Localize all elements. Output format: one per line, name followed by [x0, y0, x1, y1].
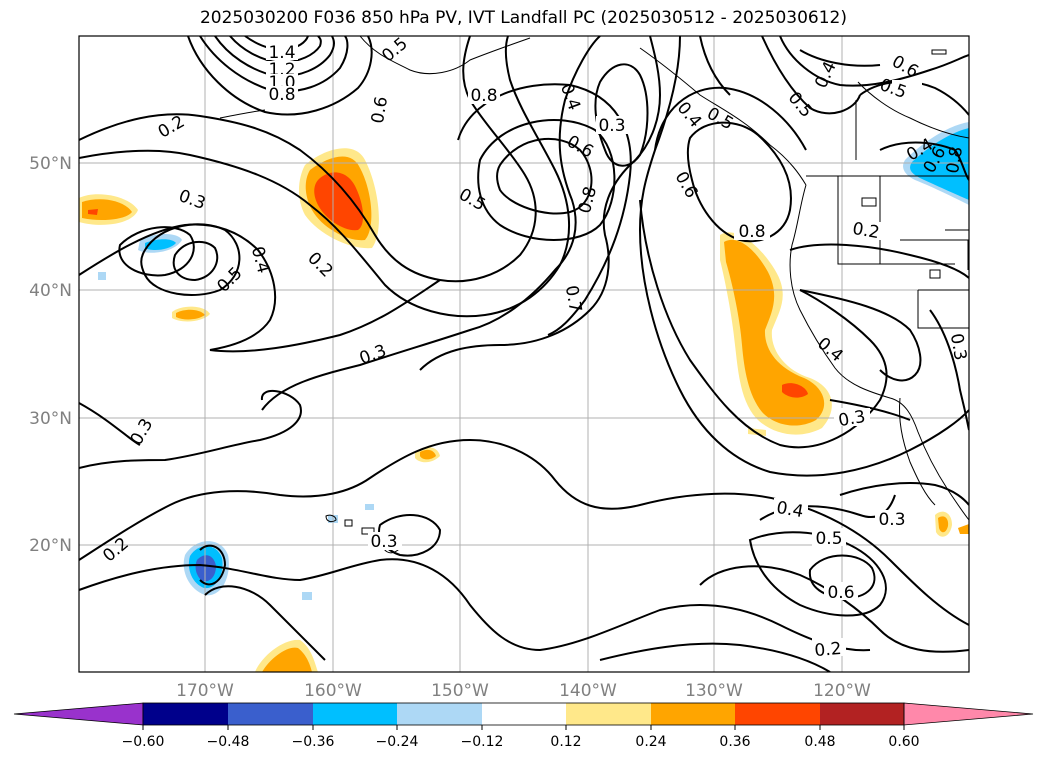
colorbar-segment: [566, 703, 651, 725]
contour-label: 0.5: [703, 104, 736, 135]
contour-label: 0.3: [370, 532, 397, 552]
colorbar-segment: [651, 703, 735, 725]
contour-label: 0.4: [556, 81, 584, 113]
contour-label: 0.3: [837, 407, 867, 431]
positive-anomaly-region: [82, 199, 132, 220]
negative-anomaly-region: [365, 504, 374, 510]
positive-anomaly-region: [782, 383, 808, 398]
contour-label: 0.3: [176, 186, 208, 214]
latitude-labels: 50°N 40°N 30°N 20°N: [29, 154, 72, 556]
positive-anomaly-region: [88, 209, 98, 215]
contour-label: 0.3: [878, 510, 905, 530]
colorbar-segment: [228, 703, 313, 725]
lat-label: 40°N: [29, 281, 72, 301]
positive-anomaly-region: [420, 449, 436, 460]
positive-anomaly-region: [176, 309, 205, 320]
contour-label: 0.2: [814, 639, 843, 661]
colorbar-tick-label: 0.36: [719, 734, 750, 750]
contour-label: 0.2: [303, 248, 336, 281]
lon-label: 170°W: [176, 681, 234, 701]
positive-anomaly-region: [958, 524, 969, 534]
positive-anomaly-region: [262, 647, 312, 672]
colorbar-tick-label: 0.24: [635, 734, 666, 750]
lon-label: 140°W: [559, 681, 617, 701]
colorbar-segment: [397, 703, 482, 725]
contour-label: 0.8: [268, 85, 295, 105]
gridlines: [79, 36, 969, 672]
shaded-field: [79, 122, 969, 672]
contour-label: 1.4: [268, 43, 295, 63]
contour-label: 0.4: [775, 498, 805, 522]
contour-label: 0.3: [946, 332, 970, 362]
colorbar-extend-min: [13, 702, 144, 726]
contour-label: 0.8: [575, 184, 601, 215]
colorbar-segment: [820, 703, 904, 725]
contour-label: 0.4: [247, 244, 273, 275]
contour-label: 0.5: [877, 75, 909, 103]
colorbar-segment: [313, 703, 397, 725]
positive-anomaly-region: [938, 516, 949, 533]
positive-anomaly-region: [314, 172, 364, 231]
contour-label: 0.3: [598, 116, 625, 136]
coastlines: [219, 36, 969, 554]
contour-lines: [79, 36, 969, 672]
map-frame: [78, 35, 970, 673]
colorbar-tick-label: −0.12: [461, 734, 504, 750]
contour-label: 0.3: [357, 341, 389, 369]
colorbar-tick-label: −0.24: [376, 734, 419, 750]
positive-anomaly-region: [724, 239, 825, 426]
contour-label: 0.2: [851, 219, 881, 243]
lat-label: 50°N: [29, 154, 72, 174]
contour-label: 0.5: [815, 529, 842, 549]
lon-label: 120°W: [813, 681, 871, 701]
colorbar-tick-label: 0.60: [888, 734, 919, 750]
negative-anomaly-region: [195, 555, 216, 582]
contour-label: 0.8: [738, 222, 765, 242]
negative-anomaly-region: [910, 128, 969, 200]
contour-label: 0.8: [470, 86, 497, 106]
negative-anomaly-region: [98, 272, 106, 280]
colorbar-tick-label: 0.12: [550, 734, 581, 750]
contour-label: 0.3: [127, 415, 158, 448]
colorbar-segment: [735, 703, 820, 725]
contour-label: 0.2: [155, 112, 188, 143]
contour-label: 0.8: [943, 145, 967, 175]
colorbar-segment: [482, 703, 566, 725]
contour-label: 0.5: [784, 88, 817, 122]
lon-label: 150°W: [431, 681, 489, 701]
contour-label: 0.2: [99, 534, 133, 567]
contour-label: 0.6: [368, 95, 392, 125]
lat-label: 20°N: [29, 536, 72, 556]
colorbar-tick-label: −0.48: [207, 734, 250, 750]
contour-label: 0.7: [561, 284, 585, 314]
colorbar-extend-max: [903, 702, 1034, 726]
lon-label: 160°W: [304, 681, 362, 701]
contour-label: 0.6: [563, 132, 596, 163]
contour-label: 0.6: [827, 583, 854, 603]
colorbar-tick-label: 0.48: [804, 734, 835, 750]
contour-label: 0.5: [378, 34, 412, 67]
colorbar-segment: [143, 703, 228, 725]
longitude-labels: 170°W 160°W 150°W 140°W 130°W 120°W: [176, 681, 871, 701]
negative-anomaly-region: [302, 592, 312, 600]
chart-title: 2025030200 F036 850 hPa PV, IVT Landfall…: [199, 8, 847, 28]
negative-anomaly-region: [145, 239, 176, 251]
colorbar: −0.60 −0.48 −0.36 −0.24 −0.12 0.12 0.24 …: [13, 702, 1034, 750]
contour-labels: 1.4 1.2 1.0 0.8 0.5 0.6 0.2 0.3 0.4 0.5 …: [99, 34, 970, 661]
colorbar-tick-label: −0.60: [122, 734, 165, 750]
lon-label: 130°W: [685, 681, 743, 701]
lat-label: 30°N: [29, 409, 72, 429]
colorbar-tick-label: −0.36: [292, 734, 335, 750]
